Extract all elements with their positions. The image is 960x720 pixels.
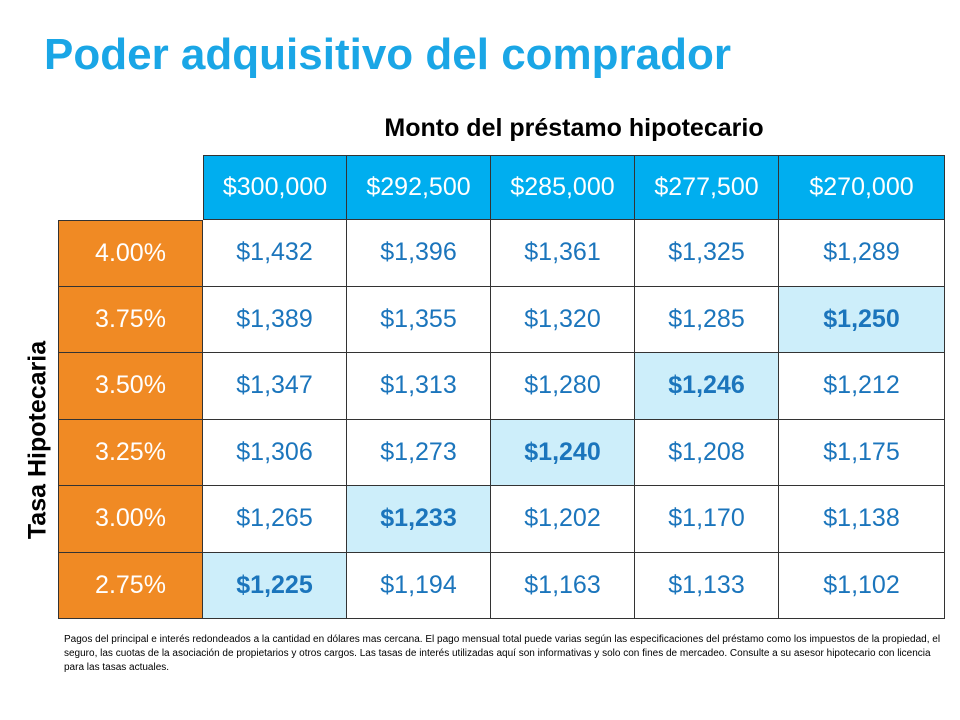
payment-cell: $1,289	[779, 220, 945, 287]
highlighted-payment-cell: $1,233	[347, 486, 491, 553]
footnote: Pagos del principal e interés redondeado…	[64, 634, 941, 673]
corner-cell	[58, 155, 203, 220]
payment-cell: $1,133	[635, 552, 779, 619]
payment-cell: $1,212	[779, 353, 945, 420]
payment-cell: $1,194	[347, 552, 491, 619]
rate-cell: 4.00%	[58, 220, 203, 287]
payment-cell: $1,102	[779, 552, 945, 619]
payment-cell: $1,355	[347, 286, 491, 353]
page-title: Poder adquisitivo del comprador	[44, 30, 732, 79]
payment-cell: $1,361	[491, 220, 635, 287]
payment-cell: $1,313	[347, 353, 491, 420]
payment-cell: $1,175	[779, 419, 945, 486]
payment-cell: $1,389	[203, 286, 347, 353]
highlighted-payment-cell: $1,225	[203, 552, 347, 619]
payment-cell: $1,396	[347, 220, 491, 287]
payment-cell: $1,273	[347, 419, 491, 486]
row-axis-title: Tasa Hipotecaria	[23, 340, 52, 540]
column-header: $300,000	[203, 155, 347, 220]
highlighted-payment-cell: $1,240	[491, 419, 635, 486]
payment-cell: $1,202	[491, 486, 635, 553]
column-header: $277,500	[635, 155, 779, 220]
payment-cell: $1,138	[779, 486, 945, 553]
rate-cell: 3.75%	[58, 286, 203, 353]
payment-cell: $1,347	[203, 353, 347, 420]
column-header: $292,500	[347, 155, 491, 220]
payment-cell: $1,208	[635, 419, 779, 486]
rate-cell: 3.25%	[58, 419, 203, 486]
payment-table: $300,000 $292,500 $285,000 $277,500 $270,000…	[58, 155, 945, 619]
payment-cell: $1,265	[203, 486, 347, 553]
column-header: $285,000	[491, 155, 635, 220]
payment-cell: $1,280	[491, 353, 635, 420]
payment-cell: $1,285	[635, 286, 779, 353]
payment-cell: $1,306	[203, 419, 347, 486]
payment-cell: $1,320	[491, 286, 635, 353]
column-header: $270,000	[779, 155, 945, 220]
payment-cell: $1,325	[635, 220, 779, 287]
rate-cell: 2.75%	[58, 552, 203, 619]
payment-cell: $1,170	[635, 486, 779, 553]
payment-cell: $1,432	[203, 220, 347, 287]
payment-cell: $1,163	[491, 552, 635, 619]
rate-cell: 3.50%	[58, 353, 203, 420]
rate-cell: 3.00%	[58, 486, 203, 553]
highlighted-payment-cell: $1,246	[635, 353, 779, 420]
highlighted-payment-cell: $1,250	[779, 286, 945, 353]
column-axis-title: Monto del préstamo hipotecario	[384, 114, 764, 142]
